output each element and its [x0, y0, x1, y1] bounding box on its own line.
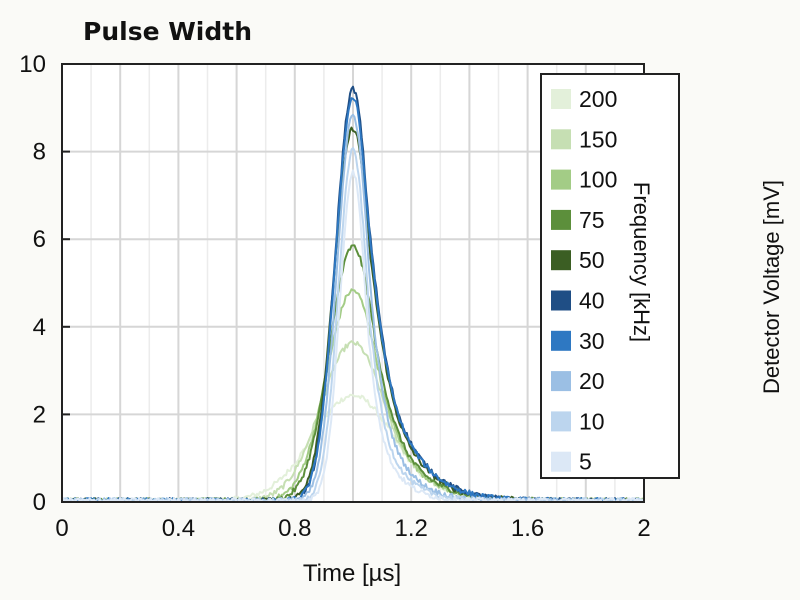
y-axis-label: Detector Voltage [mV] [759, 180, 784, 394]
legend-label-40: 40 [579, 288, 605, 314]
legend-swatch-40 [551, 290, 571, 311]
legend-title: Frequency [kHz] [629, 182, 654, 342]
series-line-5 [61, 169, 645, 503]
legend-label-20: 20 [579, 368, 605, 394]
x-tick-label: 0.4 [162, 515, 195, 542]
x-tick-label: 2 [637, 515, 650, 542]
chart-title: Pulse Width [83, 17, 252, 46]
legend-swatch-5 [551, 451, 571, 472]
legend-swatch-75 [551, 209, 571, 230]
y-axis-ticks: 0 2 4 6 8 10 [19, 51, 70, 516]
y-tick-label: 2 [33, 401, 46, 428]
y-tick-label: 4 [33, 314, 46, 341]
legend-swatch-10 [551, 411, 571, 432]
x-axis-ticks: 0 0.4 0.8 1.2 1.6 2 [55, 515, 650, 542]
legend-label-150: 150 [579, 126, 617, 152]
legend-swatch-150 [551, 129, 571, 150]
x-tick-label: 0 [55, 515, 68, 542]
y-tick-label: 10 [19, 51, 46, 78]
x-tick-label: 1.2 [395, 515, 428, 542]
y-tick-label: 6 [33, 226, 46, 253]
legend: 200 150 100 75 50 40 30 20 10 5 Frequency [kHz] [540, 73, 680, 479]
legend-label-100: 100 [579, 167, 617, 193]
legend-swatch-200 [551, 89, 571, 109]
y-tick-label: 8 [33, 139, 46, 166]
legend-swatch-50 [551, 250, 571, 271]
x-axis-label: Time [µs] [303, 560, 401, 587]
y-tick-label: 0 [33, 489, 46, 516]
legend-swatch-30 [551, 330, 571, 351]
legend-label-75: 75 [579, 207, 605, 233]
legend-label-5: 5 [579, 449, 592, 475]
legend-label-10: 10 [579, 408, 605, 434]
legend-label-30: 30 [579, 328, 605, 354]
legend-label-50: 50 [579, 247, 605, 273]
legend-label-200: 200 [579, 86, 617, 112]
x-tick-label: 0.8 [278, 515, 311, 542]
legend-swatch-100 [551, 169, 571, 190]
legend-swatch-20 [551, 371, 571, 392]
x-tick-label: 1.6 [511, 515, 544, 542]
